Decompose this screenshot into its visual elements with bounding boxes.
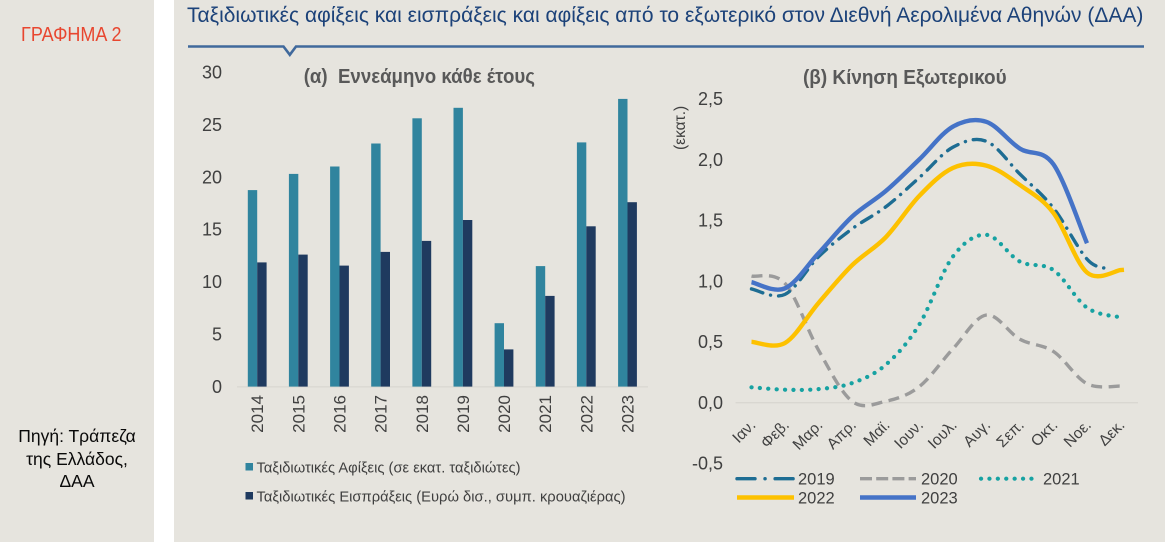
svg-text:0,5: 0,5 [698, 332, 723, 352]
svg-text:Νοε.: Νοε. [1061, 417, 1095, 451]
svg-text:Απρ.: Απρ. [824, 417, 860, 453]
svg-text:15: 15 [202, 220, 222, 240]
svg-text:Φεβ.: Φεβ. [758, 417, 793, 452]
svg-text:Δεκ.: Δεκ. [1096, 417, 1129, 450]
svg-text:0,0: 0,0 [698, 393, 723, 413]
svg-text:Αυγ.: Αυγ. [960, 417, 994, 451]
svg-text:2020: 2020 [921, 471, 958, 489]
svg-text:2019: 2019 [798, 471, 835, 489]
svg-text:2016: 2016 [331, 395, 350, 433]
svg-text:1,0: 1,0 [698, 271, 723, 291]
svg-text:0: 0 [212, 377, 222, 397]
svg-text:25: 25 [202, 115, 222, 135]
svg-text:10: 10 [202, 272, 222, 292]
svg-text:Οκτ.: Οκτ. [1028, 417, 1061, 450]
svg-text:2022: 2022 [798, 490, 835, 508]
svg-text:Σεπ.: Σεπ. [993, 417, 1027, 451]
svg-text:2023: 2023 [619, 395, 638, 433]
svg-text:Ιουλ.: Ιουλ. [925, 417, 961, 453]
svg-text:2,5: 2,5 [698, 89, 723, 109]
svg-text:2017: 2017 [372, 395, 391, 433]
svg-text:Ιουν.: Ιουν. [891, 417, 927, 453]
svg-text:(β) Κίνηση Εξωτερικού: (β) Κίνηση Εξωτερικού [803, 67, 1007, 89]
svg-text:Ταξιδιωτικές Αφίξεις (σε εκατ.: Ταξιδιωτικές Αφίξεις (σε εκατ. ταξιδιώτε… [257, 461, 521, 477]
svg-text:1,5: 1,5 [698, 211, 723, 231]
svg-text:(α) Εννεάμηνο κάθε έτους: (α) Εννεάμηνο κάθε έτους [304, 66, 535, 88]
svg-text:Ιαν.: Ιαν. [729, 417, 759, 447]
svg-text:2018: 2018 [413, 395, 432, 433]
svg-text:30: 30 [202, 63, 222, 83]
svg-text:5: 5 [212, 325, 222, 345]
svg-text:2014: 2014 [248, 395, 267, 433]
svg-text:2021: 2021 [536, 395, 555, 433]
svg-text:2023: 2023 [921, 490, 958, 508]
svg-text:Μαϊ.: Μαϊ. [861, 417, 894, 450]
svg-text:2021: 2021 [1043, 471, 1080, 489]
svg-text:(εκατ.): (εκατ.) [672, 106, 689, 150]
svg-text:2015: 2015 [289, 395, 308, 433]
svg-text:Μαρ.: Μαρ. [790, 417, 827, 454]
svg-text:2,0: 2,0 [698, 150, 723, 170]
svg-text:2019: 2019 [454, 395, 473, 433]
svg-text:-0,5: -0,5 [692, 454, 723, 474]
svg-text:Ταξιδιωτικές Εισπράξεις (Ευρώ: Ταξιδιωτικές Εισπράξεις (Ευρώ δισ., συμπ… [257, 490, 626, 506]
svg-text:2022: 2022 [577, 395, 596, 433]
svg-text:20: 20 [202, 167, 222, 187]
svg-text:2020: 2020 [495, 395, 514, 433]
